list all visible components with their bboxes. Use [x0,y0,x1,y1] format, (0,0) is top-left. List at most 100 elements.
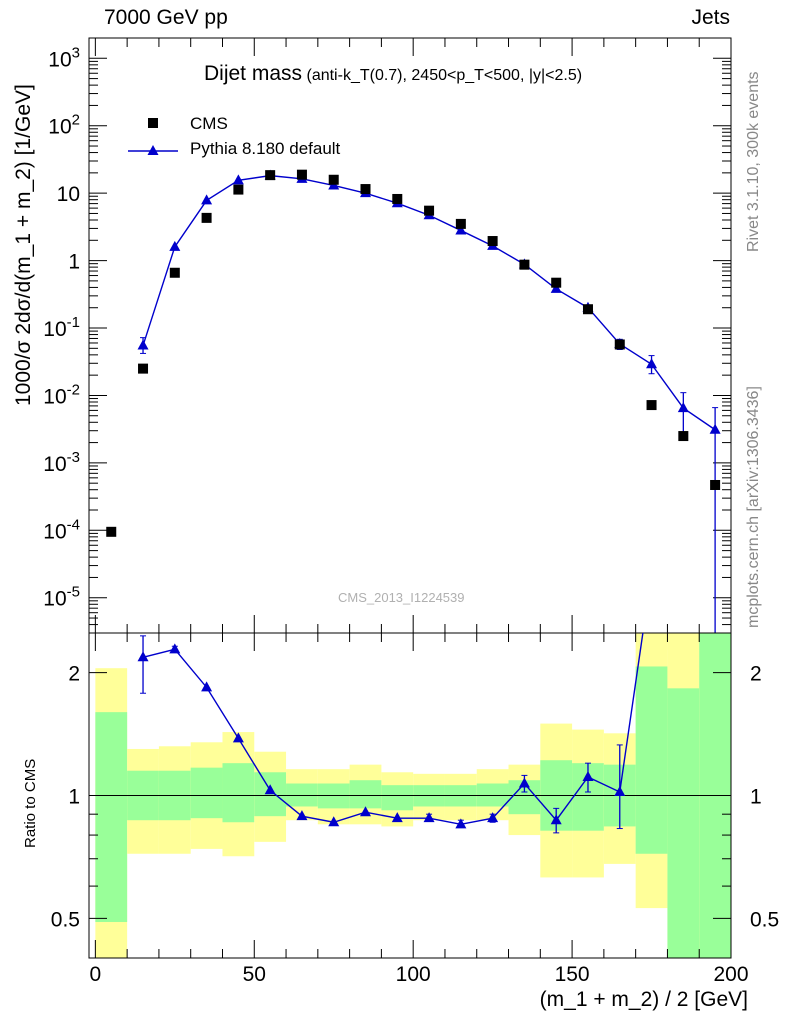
pythia-point [677,402,689,413]
ratio-point [296,810,308,821]
cms-point [455,218,466,229]
title-main: Dijet mass [204,62,303,85]
title-sub: (anti-k_T(0.7), 2450<p_T<500, |y|<2.5) [306,67,583,84]
pythia-point [232,174,244,185]
cms-point [106,526,117,537]
cms-point [233,184,244,195]
ratio-point [487,812,499,823]
ratio-y-tick-label-right: 0.5 [750,908,779,931]
x-ticks [94,38,732,958]
ratio-y-axis-label: Ratio to CMS [22,758,39,848]
pythia-point [137,339,149,350]
x-tick-label: 50 [243,963,266,986]
legend-pythia-marker [128,145,178,155]
legend-cms-marker [148,118,158,128]
ratio-point [582,770,594,781]
green-band-bin [222,763,255,823]
ratio-point [550,814,562,825]
cms-point [360,184,371,195]
green-band-bin [635,666,668,854]
ratio-point [646,567,657,577]
mcplots-label: mcplots.cern.ch [arXiv:1306.3436] [745,386,762,628]
x-axis-label: (m_1 + m_2) / 2 [GeV] [539,988,748,1011]
cms-point [678,431,689,442]
green-band-bin [95,712,128,923]
y-tick-label: 10-1 [43,314,80,341]
cms-point [551,277,562,288]
y-tick-label: 10-4 [43,516,80,543]
ratio-point [360,806,372,817]
cms-point [710,479,721,490]
legend-pythia-label: Pythia 8.180 default [190,139,341,158]
observable-group-label: Jets [691,6,730,29]
ratio-point [391,812,403,823]
ratio-y-tick-label-right: 1 [750,786,762,809]
ratio-point [328,816,340,827]
ratio-point [518,777,530,788]
main-data [106,169,721,633]
y-tick-label: 10-2 [43,381,80,408]
ratio-point [614,785,626,796]
ratio-point [264,784,276,795]
y-tick-label: 10-3 [43,449,80,476]
y-tick-label: 103 [48,44,80,71]
ratio-point [169,643,181,654]
pythia-point [455,224,467,235]
ratio-y-ticks [89,672,731,919]
cms-point [487,236,498,247]
pythia-point [709,423,721,434]
cms-point [582,304,593,315]
cms-point [328,174,339,185]
y-tick-label: 1 [68,251,80,274]
legend-pythia-triangle [147,145,159,155]
ratio-point [455,818,467,829]
cms-point [265,170,276,181]
green-band-bin [476,783,509,807]
pythia-point [201,194,213,205]
ratio-data [137,567,657,834]
ratio-y-tick-label-left: 1 [68,786,80,809]
y-tick-label: 10-5 [43,584,80,611]
analysis-watermark: CMS_2013_I1224539 [338,590,465,605]
main-y-axis-label: 1000/σ 2dσ/d(m_1 + m_2) [1/GeV] [12,84,35,406]
legend-cms-label: CMS [190,114,228,133]
cms-point [138,363,149,374]
green-band-bin [286,783,318,807]
green-band-bin [381,785,414,811]
cms-point [201,212,212,223]
rivet-version-label: Rivet 3.1.10, 300k events [745,71,762,252]
pythia-point [550,282,562,293]
cms-point [519,259,530,270]
ratio-point [232,732,244,743]
green-band-bin [667,688,700,958]
cms-point [296,169,307,180]
y-tick-label: 102 [48,112,80,139]
chart-title: Dijet mass (anti-k_T(0.7), 2450<p_T<500,… [204,62,582,86]
green-band-bin [190,767,223,819]
y-tick-label: 10 [57,183,80,206]
green-band-bin [349,780,382,809]
green-band-bin [699,633,731,958]
main-y-ticks [89,37,731,634]
cms-point [169,267,180,278]
ratio-point [137,651,149,662]
ratio-y-tick-label-left: 2 [68,663,80,686]
pythia-point [646,358,658,369]
x-tick-label: 150 [555,963,590,986]
ratio-point [423,812,435,823]
ratio-y-tick-label-right: 2 [750,663,762,686]
cms-point [424,205,435,216]
x-tick-label: 0 [90,963,102,986]
pythia-point [169,240,181,251]
main-plot-frame [88,37,732,634]
x-tick-label: 100 [396,963,431,986]
ratio-y-tick-label-left: 0.5 [51,908,80,931]
energy-label: 7000 GeV pp [104,6,228,29]
cms-point [392,193,403,204]
cms-point [646,400,657,411]
ratio-point [201,681,213,692]
cms-point [614,339,625,350]
x-tick-label: 200 [713,963,748,986]
